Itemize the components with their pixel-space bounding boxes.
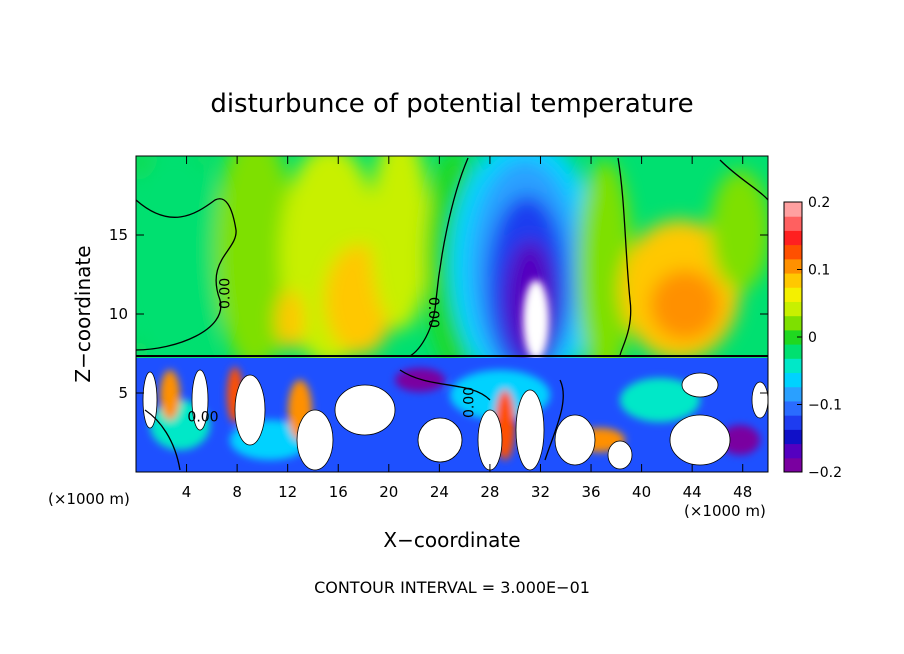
x-tick-label: 32 (531, 483, 550, 501)
x-tick-label: 12 (278, 483, 297, 501)
y-axis-label: Z−coordinate (71, 245, 95, 382)
colorbar-swatch (784, 216, 802, 231)
colorbar-tick-label: 0.1 (808, 263, 830, 279)
colorbar-swatch (784, 244, 802, 260)
colorbar-swatch (784, 315, 802, 331)
x-unit-label-left: (×1000 m) (48, 490, 130, 508)
x-tick-label: 36 (581, 483, 600, 501)
x-tick-label: 4 (182, 483, 192, 501)
colorbar-swatch (784, 329, 802, 345)
x-axis: 4 8 12 16 20 24 28 32 36 40 44 48 (182, 156, 752, 501)
colorbar-swatch (784, 457, 802, 473)
colorbar-swatch (784, 443, 802, 459)
contour-label: 0.00 (461, 387, 477, 418)
y-axis: 5 10 15 (109, 226, 768, 402)
colorbar-tick-label: 0 (808, 330, 817, 346)
contour-label: 0.00 (425, 297, 441, 328)
y-tick-label: 10 (109, 305, 128, 323)
colorbar-swatch (784, 344, 802, 359)
y-tick-label: 5 (118, 384, 128, 402)
x-tick-label: 44 (683, 483, 702, 501)
x-unit-label-right: (×1000 m) (684, 502, 766, 520)
colorbar-swatch (784, 202, 802, 217)
colorbar-swatch (784, 415, 802, 430)
colorbar-tick-label: 0.2 (808, 195, 830, 211)
heatmap-field (136, 156, 768, 472)
colorbar-swatch (784, 273, 802, 288)
x-tick-label: 8 (232, 483, 242, 501)
colorbar-swatch (784, 230, 802, 246)
x-tick-label: 48 (733, 483, 752, 501)
colorbar: 0.2 0.1 0 −0.1 −0.2 (783, 195, 842, 481)
x-tick-label: 24 (430, 483, 449, 501)
colorbar-swatch (784, 258, 802, 274)
colorbar-tick-label: −0.2 (808, 465, 842, 481)
contour-label: 0.00 (187, 409, 218, 425)
colorbar-swatch (784, 429, 802, 445)
x-tick-label: 20 (379, 483, 398, 501)
colorbar-swatch (784, 400, 802, 416)
contour-label: 0.00 (218, 278, 234, 309)
colorbar-swatch (784, 287, 802, 302)
colorbar-swatch (784, 301, 802, 317)
colorbar-swatch (784, 358, 802, 374)
colorbar-swatch (784, 372, 802, 388)
x-tick-label: 16 (329, 483, 348, 501)
x-tick-label: 28 (480, 483, 499, 501)
colorbar-swatch (784, 386, 802, 402)
contour-labels: 0.00 0.00 0.00 0.00 (187, 278, 477, 426)
colorbar-tick-label: −0.1 (808, 398, 842, 414)
x-axis-label: X−coordinate (383, 528, 520, 552)
chart-title: disturbunce of potential temperature (210, 89, 693, 119)
contour-interval-footer: CONTOUR INTERVAL = 3.000E−01 (314, 578, 590, 597)
y-tick-label: 15 (109, 226, 128, 244)
x-tick-label: 40 (632, 483, 651, 501)
